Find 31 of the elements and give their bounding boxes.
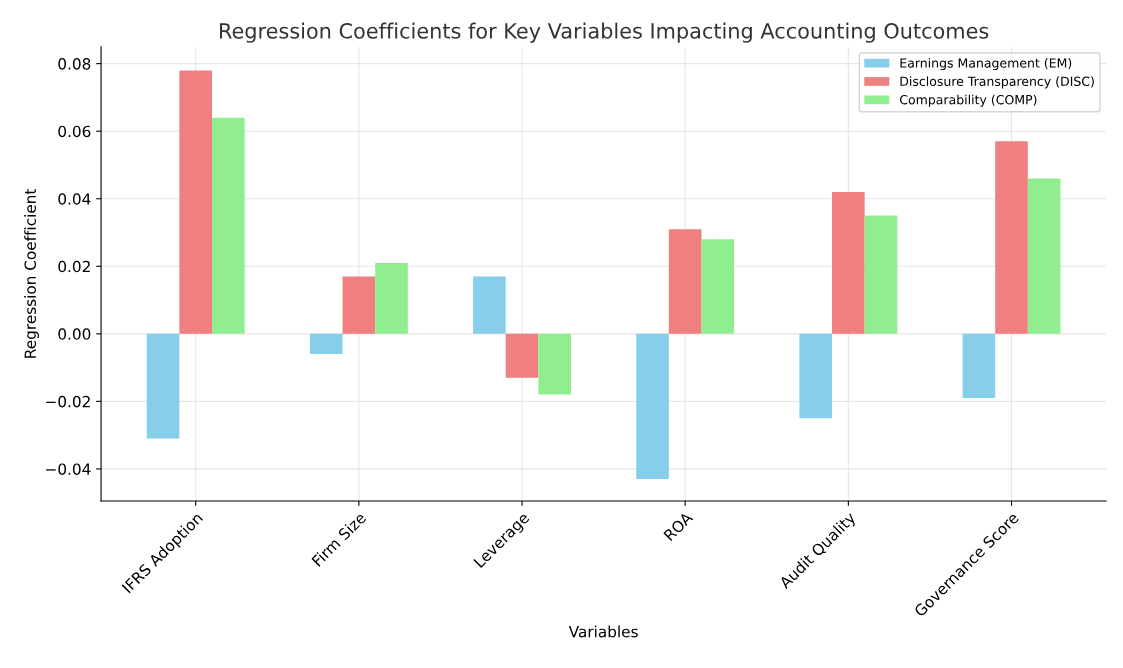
bar bbox=[473, 276, 506, 334]
y-tick-label: 0.04 bbox=[58, 193, 91, 205]
bar bbox=[799, 333, 833, 419]
bar bbox=[179, 70, 213, 334]
legend-label: Earnings Management (EM) bbox=[900, 58, 1072, 71]
bar bbox=[668, 229, 702, 334]
x-axis-title: Variables bbox=[568, 625, 638, 638]
bar bbox=[309, 333, 343, 355]
bar bbox=[538, 333, 571, 395]
bar bbox=[864, 215, 898, 334]
legend-label: Comparability (COMP) bbox=[899, 94, 1037, 107]
y-tick-label: 0.00 bbox=[58, 328, 91, 340]
y-tick-label: −0.02 bbox=[46, 395, 90, 408]
y-axis-title: Regression Coefficient bbox=[24, 188, 39, 358]
bar bbox=[995, 141, 1028, 334]
y-tick-label: 0.06 bbox=[58, 125, 91, 138]
bar bbox=[1027, 178, 1061, 334]
chart-title: Regression Coefficients for Key Variables Impacting Accounting Outcomes bbox=[220, 22, 989, 43]
y-tick-label: −0.04 bbox=[46, 463, 91, 475]
y-tick-label: 0.08 bbox=[58, 58, 91, 70]
bar bbox=[342, 276, 376, 334]
bar bbox=[146, 333, 180, 439]
legend-label: Disclosure Transparency (DISC) bbox=[900, 76, 1094, 89]
bar bbox=[962, 333, 996, 398]
bar bbox=[212, 117, 245, 334]
bar bbox=[832, 191, 865, 334]
bar bbox=[375, 262, 408, 334]
y-tick-label: 0.02 bbox=[58, 260, 90, 273]
bar bbox=[505, 333, 539, 378]
bar bbox=[701, 239, 735, 334]
bar bbox=[636, 333, 669, 480]
